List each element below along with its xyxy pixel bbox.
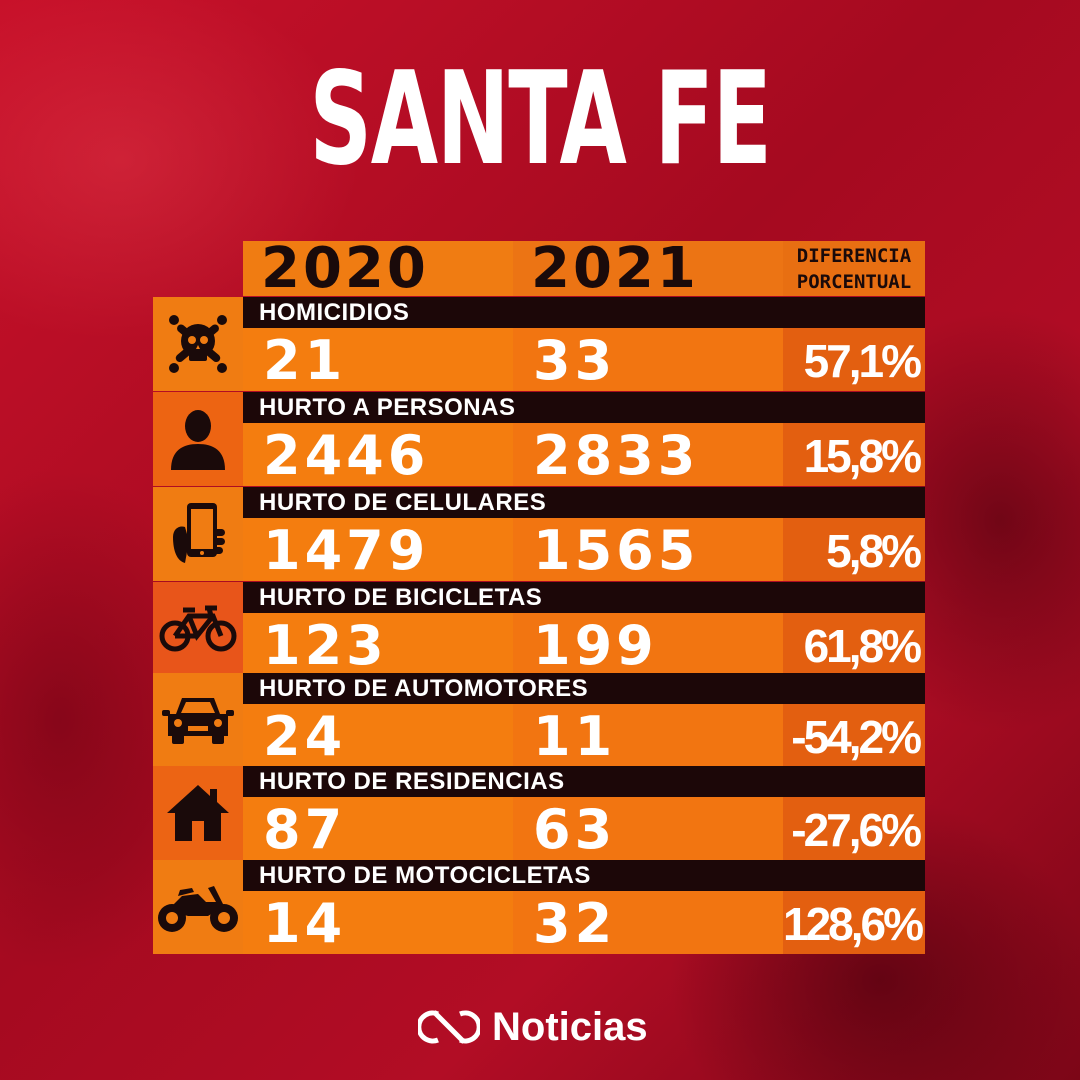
car-icon <box>162 698 234 744</box>
row-label: HURTO DE CELULARES <box>243 487 925 518</box>
value-percent-difference: 5,8% <box>783 518 925 581</box>
value-2021: 63 <box>513 797 783 860</box>
header-percent-difference: DIFERENCIA PORCENTUAL <box>783 241 925 296</box>
person-icon <box>171 410 225 470</box>
value-2020: 123 <box>243 613 513 676</box>
value-percent-difference: 128,6% <box>783 891 925 954</box>
row-label: HURTO DE BICICLETAS <box>243 582 925 613</box>
value-percent-difference: -27,6% <box>783 797 925 860</box>
table-row: HURTO DE BICICLETAS 123 199 61,8% <box>153 582 925 676</box>
row-icon-cell <box>153 392 243 486</box>
header-year-2021: 2021 <box>513 241 783 297</box>
skull-icon <box>169 315 227 373</box>
table-row: HURTO A PERSONAS 2446 2833 15,8% <box>153 392 925 486</box>
header-year-2020: 2020 <box>243 241 513 297</box>
value-2021: 11 <box>513 704 783 767</box>
value-2020: 14 <box>243 891 513 954</box>
value-2020: 24 <box>243 704 513 767</box>
row-icon-cell <box>153 297 243 391</box>
value-percent-difference: 15,8% <box>783 423 925 486</box>
table-row: HOMICIDIOS 21 33 57,1% <box>153 297 925 391</box>
rcn-logo-icon <box>418 1010 480 1044</box>
row-label: HOMICIDIOS <box>243 297 925 328</box>
rcn-noticias-logo: Noticias <box>418 1003 648 1051</box>
header-diff-line2: PORCENTUAL <box>796 271 912 293</box>
bicycle-icon <box>159 605 237 652</box>
house-icon <box>167 785 229 841</box>
value-2020: 87 <box>243 797 513 860</box>
row-label: HURTO DE AUTOMOTORES <box>243 673 925 704</box>
value-2021: 1565 <box>513 518 783 581</box>
row-label: HURTO DE MOTOCICLETAS <box>243 860 925 891</box>
value-percent-difference: 57,1% <box>783 328 925 391</box>
value-2021: 199 <box>513 613 783 676</box>
motorcycle-icon <box>158 886 238 932</box>
brand-name: Noticias <box>492 1005 648 1049</box>
value-2021: 32 <box>513 891 783 954</box>
phone-icon <box>173 503 225 563</box>
row-icon-cell <box>153 766 243 860</box>
row-label: HURTO DE RESIDENCIAS <box>243 766 925 797</box>
value-2020: 21 <box>243 328 513 391</box>
value-2020: 1479 <box>243 518 513 581</box>
table-row: HURTO DE AUTOMOTORES 24 11 -54,2% <box>153 673 925 767</box>
row-label: HURTO A PERSONAS <box>243 392 925 423</box>
row-icon-cell <box>153 582 243 676</box>
header-diff-line1: DIFERENCIA <box>796 245 912 267</box>
table-row: HURTO DE RESIDENCIAS 87 63 -27,6% <box>153 766 925 860</box>
table-row: HURTO DE CELULARES 1479 1565 5,8% <box>153 487 925 581</box>
value-2021: 2833 <box>513 423 783 486</box>
table-row: HURTO DE MOTOCICLETAS 14 32 128,6% <box>153 860 925 954</box>
value-2020: 2446 <box>243 423 513 486</box>
value-percent-difference: 61,8% <box>783 613 925 676</box>
value-2021: 33 <box>513 328 783 391</box>
row-icon-cell <box>153 487 243 581</box>
value-percent-difference: -54,2% <box>783 704 925 767</box>
row-icon-cell <box>153 673 243 767</box>
row-icon-cell <box>153 860 243 954</box>
page-title: SANTA FE <box>309 45 772 194</box>
